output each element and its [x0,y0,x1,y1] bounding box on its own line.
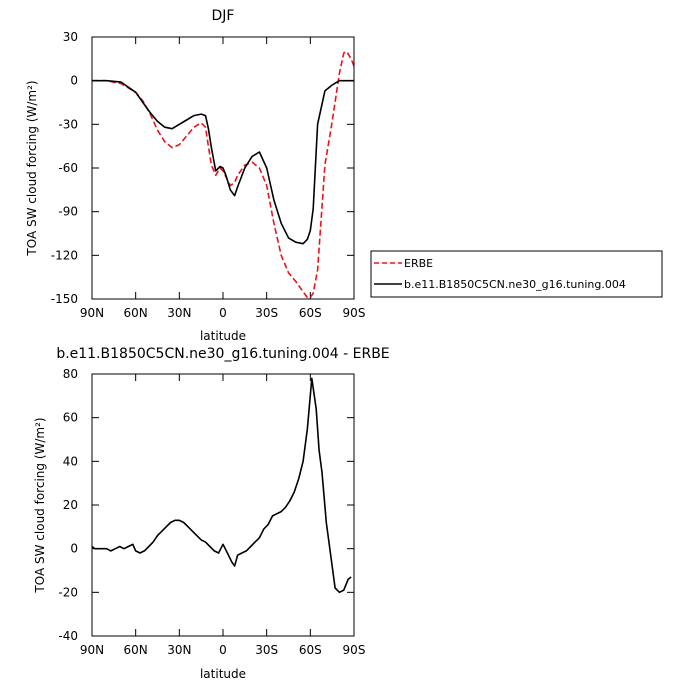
bottom-ytick-label: 20 [63,498,78,512]
bottom-chart-series [91,377,352,594]
legend-label-erbe: ERBE [404,257,433,270]
bottom-xtick-label: 90S [343,643,366,657]
top-series-line-b-e11-b1850c5cn-ne30-g16-tuning-004 [92,79,354,245]
top-ytick-label: -150 [51,292,78,306]
bottom-xtick-label: 30N [167,643,191,657]
bottom-series-line-difference [91,377,352,594]
bottom-xtick-label: 0 [219,643,227,657]
bottom-chart-ticks: 90N 60N 30N 0 30S 60S 90S 80 60 40 20 0 -20 -40 [58,367,365,657]
top-ytick-label: -90 [58,205,78,219]
bottom-chart-title: b.e11.B1850C5CN.ne30_g16.tuning.004 - ER… [56,346,389,362]
legend-box [370,250,663,298]
top-series-line-erbe [92,50,355,299]
top-xtick-label: 30N [167,306,191,320]
top-xtick-label: 60S [299,306,322,320]
legend-label-model: b.e11.B1850C5CN.ne30_g16.tuning.004 [404,278,626,291]
top-xtick-label: 90S [343,306,366,320]
top-ytick-label: -30 [58,117,78,131]
top-xtick-label: 60N [124,306,148,320]
bottom-xtick-label: 60S [299,643,322,657]
bottom-ytick-label: 0 [70,542,78,556]
top-chart-frame [91,36,355,300]
chart-legend: ERBE b.e11.B1850C5CN.ne30_g16.tuning.004 [370,250,663,298]
bottom-xtick-label: 30S [255,643,278,657]
top-xtick-label: 90N [80,306,104,320]
bottom-chart-panel: b.e11.B1850C5CN.ne30_g16.tuning.004 - ER… [33,346,390,681]
bottom-chart-frame [91,373,355,637]
top-ytick-label: -60 [58,161,78,175]
top-chart-panel: DJF 90N 60N 30N 0 30S 60S 90S 30 0 -30 -60 -90 -120 -… [25,8,365,343]
top-ytick-label: -120 [51,248,78,262]
top-xtick-label: 30S [255,306,278,320]
bottom-xtick-label: 60N [124,643,148,657]
top-ytick-label: 30 [63,30,78,44]
bottom-ytick-label: -40 [58,629,78,643]
bottom-ytick-label: 60 [63,411,78,425]
top-chart-title: DJF [212,8,235,24]
top-xtick-label: 0 [219,306,227,320]
bottom-chart-ylabel: TOA SW cloud forcing (W/m²) [33,417,47,593]
top-chart-ticks: 90N 60N 30N 0 30S 60S 90S 30 0 -30 -60 -90 -120 -150 [51,30,366,320]
top-chart-ylabel: TOA SW cloud forcing (W/m²) [25,80,39,256]
top-ytick-label: 0 [70,74,78,88]
bottom-xtick-label: 90N [80,643,104,657]
top-chart-series [92,50,355,299]
bottom-ytick-label: -20 [58,585,78,599]
bottom-chart-xlabel: latitude [200,667,246,681]
top-chart-xlabel: latitude [200,329,246,343]
bottom-ytick-label: 80 [63,367,78,381]
bottom-ytick-label: 40 [63,454,78,468]
